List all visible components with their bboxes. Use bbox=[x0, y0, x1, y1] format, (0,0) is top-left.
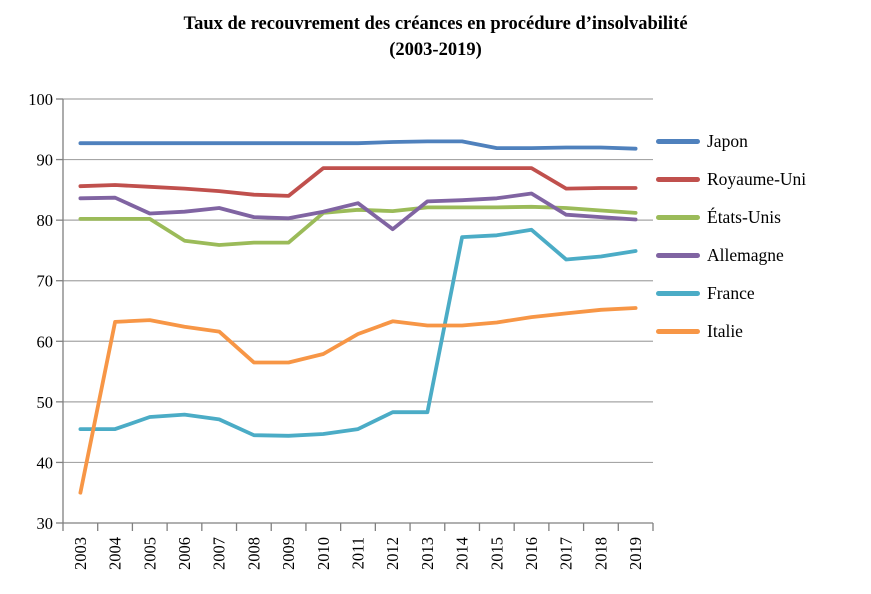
series-line-italie bbox=[78, 306, 638, 495]
legend-item-italie: Italie bbox=[656, 312, 806, 350]
legend-swatch-icon bbox=[656, 252, 700, 258]
x-tick-label-2008: 2008 bbox=[244, 537, 263, 570]
legend-swatch-icon bbox=[656, 290, 700, 296]
legend-label: Italie bbox=[707, 320, 743, 341]
gridlines bbox=[63, 98, 653, 464]
x-tick-label-2016: 2016 bbox=[522, 537, 541, 570]
x-tick-label-2003: 2003 bbox=[71, 537, 90, 570]
series-line-france bbox=[78, 227, 638, 438]
legend-label: États-Unis bbox=[707, 206, 781, 227]
x-tick-label-2015: 2015 bbox=[487, 537, 506, 570]
y-tick-label-40: 40 bbox=[37, 453, 54, 472]
x-tick-label-2012: 2012 bbox=[383, 537, 402, 570]
x-tick-label-2007: 2007 bbox=[210, 537, 229, 570]
legend-swatch-icon bbox=[656, 214, 700, 220]
x-tick-label-2011: 2011 bbox=[349, 537, 368, 569]
y-tick-label-80: 80 bbox=[37, 211, 54, 230]
x-tick-label-2014: 2014 bbox=[453, 537, 472, 570]
legend-swatch-icon bbox=[656, 138, 700, 144]
legend: Japon Royaume-Uni États-Unis Allemagne Franc… bbox=[656, 122, 806, 350]
chart-title-line-2: (2003-2019) bbox=[389, 40, 482, 60]
series-lines bbox=[78, 139, 638, 495]
x-tick-label-2019: 2019 bbox=[626, 537, 645, 570]
y-tick-label-70: 70 bbox=[37, 272, 54, 291]
y-tick-label-50: 50 bbox=[37, 393, 54, 412]
legend-item-royaume-uni: Royaume-Uni bbox=[656, 160, 806, 198]
x-tick-label-2006: 2006 bbox=[175, 537, 194, 570]
x-axis-labels: 2003 2004 2005 2006 2007 2008 2009 2010 2011 2012… bbox=[71, 537, 645, 570]
series-line-japon bbox=[78, 139, 638, 151]
legend-label: Japon bbox=[707, 130, 748, 151]
x-tick-label-2013: 2013 bbox=[418, 537, 437, 570]
x-tick-label-2009: 2009 bbox=[279, 537, 298, 570]
series-line-allemagne bbox=[78, 191, 638, 232]
axes bbox=[56, 98, 654, 531]
y-tick-label-30: 30 bbox=[37, 514, 54, 533]
y-tick-label-60: 60 bbox=[37, 332, 54, 351]
chart-title: Taux de recouvrement des créances en pro… bbox=[0, 11, 871, 63]
x-tick-label-2004: 2004 bbox=[106, 537, 125, 570]
y-axis-labels: 30 40 50 60 70 80 90 100 bbox=[28, 90, 53, 533]
series-line-etats-unis bbox=[78, 204, 638, 247]
legend-item-etats-unis: États-Unis bbox=[656, 198, 806, 236]
legend-swatch-icon bbox=[656, 328, 700, 334]
legend-label: Allemagne bbox=[707, 244, 784, 265]
x-tick-label-2005: 2005 bbox=[140, 537, 159, 570]
y-tick-label-90: 90 bbox=[37, 151, 54, 170]
y-tick-label-100: 100 bbox=[28, 90, 53, 109]
legend-label: France bbox=[707, 282, 755, 303]
legend-label: Royaume-Uni bbox=[707, 168, 807, 189]
legend-swatch-icon bbox=[656, 176, 700, 182]
series-line-royaume-uni bbox=[78, 166, 638, 198]
legend-item-allemagne: Allemagne bbox=[656, 236, 806, 274]
legend-item-france: France bbox=[656, 274, 806, 312]
x-tick-label-2018: 2018 bbox=[591, 537, 610, 570]
legend-item-japon: Japon bbox=[656, 122, 806, 160]
x-tick-label-2010: 2010 bbox=[314, 537, 333, 570]
x-tick-label-2017: 2017 bbox=[557, 537, 576, 570]
chart-title-line-1: Taux de recouvrement des créances en pro… bbox=[183, 14, 688, 34]
